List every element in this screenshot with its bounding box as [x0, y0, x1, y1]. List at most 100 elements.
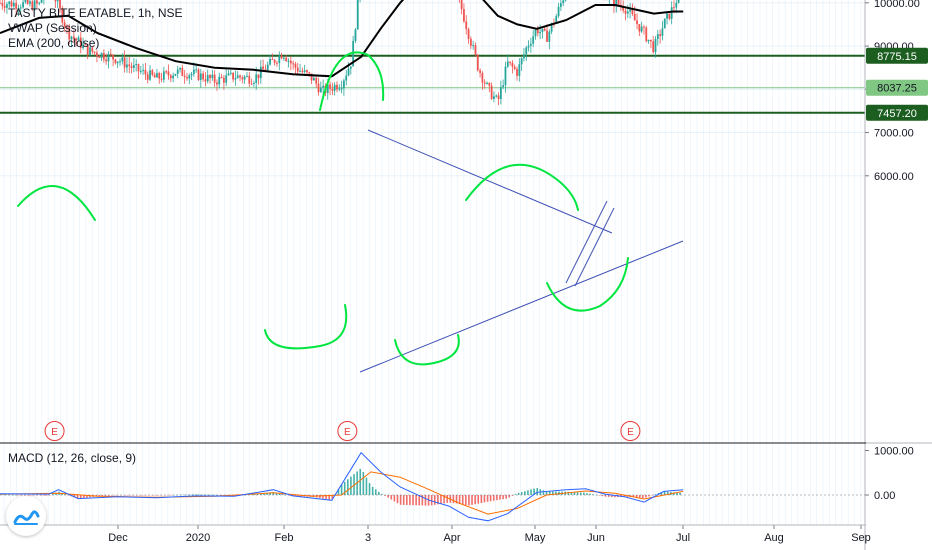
candle-body — [292, 63, 295, 65]
drawing-cup-1[interactable] — [264, 304, 348, 350]
macd-hist-bar — [579, 492, 582, 495]
candle-body — [656, 34, 659, 39]
candle-body — [211, 74, 214, 79]
macd-hist-bar — [511, 495, 514, 496]
candle-body — [126, 64, 128, 68]
candle-body — [202, 73, 205, 80]
macd-hist-bar — [343, 481, 346, 495]
macd-hist-bar — [266, 492, 268, 495]
candle-body — [356, 0, 359, 30]
candle-body — [218, 76, 221, 85]
earnings-marker[interactable]: E — [44, 421, 65, 441]
channel-line-2[interactable] — [574, 207, 615, 287]
candle-body — [513, 66, 516, 69]
earnings-marker[interactable]: E — [337, 421, 358, 441]
macd-hist-bar — [452, 495, 455, 504]
macd-hist-bar — [536, 488, 539, 495]
candle-body — [250, 83, 253, 85]
candle-body — [114, 59, 117, 64]
horizontal-levels[interactable] — [0, 0, 865, 114]
candle-body — [287, 60, 290, 62]
candle-body — [241, 77, 244, 80]
macd-hist-bar — [278, 493, 281, 495]
macd-hist-bar — [601, 495, 604, 497]
candle-body — [666, 13, 668, 19]
symbol-title[interactable]: TASTY BITE EATABLE, 1h, NSE — [8, 6, 183, 20]
macd-hist-bar — [76, 495, 79, 499]
x-tick-label: Apr — [443, 532, 460, 544]
drawing-arc-2[interactable] — [319, 51, 385, 111]
candle-body — [262, 66, 265, 70]
candle-body — [72, 36, 75, 39]
macd-hist-bar — [86, 495, 88, 498]
ema-legend[interactable]: EMA (200, close) — [8, 36, 100, 50]
candle-body — [506, 61, 509, 67]
candle-body — [68, 26, 71, 40]
candle-body — [306, 70, 308, 73]
candle-body — [167, 71, 170, 76]
macd-hist-bar — [378, 491, 380, 495]
hand-drawings[interactable] — [17, 51, 629, 366]
macd-hist-bar — [114, 495, 116, 496]
drawing-cup-3[interactable] — [546, 257, 629, 312]
candle-body — [15, 2, 18, 9]
macd-pane[interactable]: 1000.00 0.00 — [0, 446, 914, 522]
drawing-arc-3[interactable] — [465, 163, 579, 211]
candle-body — [301, 70, 304, 72]
svg-text:8037.25: 8037.25 — [877, 83, 917, 95]
trendlines[interactable] — [359, 129, 684, 373]
candle-body — [12, 2, 15, 7]
candle-body — [555, 16, 558, 24]
macd-hist-bar — [222, 495, 225, 496]
grid — [0, 0, 866, 525]
macd-hist-bar — [679, 492, 681, 495]
candle-body — [638, 24, 641, 32]
macd-legend[interactable]: MACD (12, 26, close, 9) — [8, 451, 137, 465]
candle-body — [144, 69, 147, 75]
candle-body — [158, 73, 161, 79]
trendline-upper[interactable] — [367, 129, 613, 234]
candle-body — [319, 87, 322, 93]
candle-body — [499, 86, 502, 100]
vwap-legend[interactable]: VWAP (Session) — [8, 21, 97, 35]
candle-body — [102, 53, 105, 60]
macd-hist-bar — [412, 495, 414, 506]
candle-body — [1, 2, 4, 6]
tradingview-logo-icon[interactable] — [6, 496, 46, 536]
svg-text:E: E — [51, 427, 58, 438]
candle-body — [322, 85, 325, 88]
candle-body — [463, 9, 465, 22]
candle-body — [135, 64, 138, 66]
macd-hist-bar — [551, 491, 554, 495]
candle-body — [668, 13, 671, 19]
candle-body — [343, 80, 345, 89]
macd-hist-bar — [483, 495, 486, 503]
candle-body — [271, 59, 274, 61]
y-tick-label: 6000.00 — [874, 171, 914, 183]
macd-hist-bar — [117, 495, 119, 496]
candle-body — [488, 82, 491, 86]
drawing-arc-1[interactable] — [17, 185, 96, 221]
candle-body — [179, 67, 181, 70]
drawing-cup-2[interactable] — [394, 334, 460, 366]
trendline-lower[interactable] — [359, 240, 684, 373]
macd-hist-bar — [256, 493, 259, 495]
macd-hist-bar — [45, 495, 48, 496]
candle-body — [137, 64, 140, 72]
candle-body — [643, 26, 645, 28]
candle-body — [100, 53, 103, 58]
channel-line-1[interactable] — [565, 200, 608, 284]
candle-body — [91, 47, 94, 52]
candle-body — [677, 0, 680, 3]
macd-hist-bar — [253, 493, 256, 495]
macd-hist-bar — [322, 495, 324, 499]
candle-body — [534, 29, 537, 37]
x-tick-label: 2020 — [186, 532, 210, 544]
candle-body — [169, 75, 172, 79]
macd-hist-bar — [555, 491, 557, 495]
macd-hist-bar — [430, 495, 433, 506]
candle-body — [354, 29, 357, 41]
earnings-marker[interactable]: E — [620, 421, 641, 441]
